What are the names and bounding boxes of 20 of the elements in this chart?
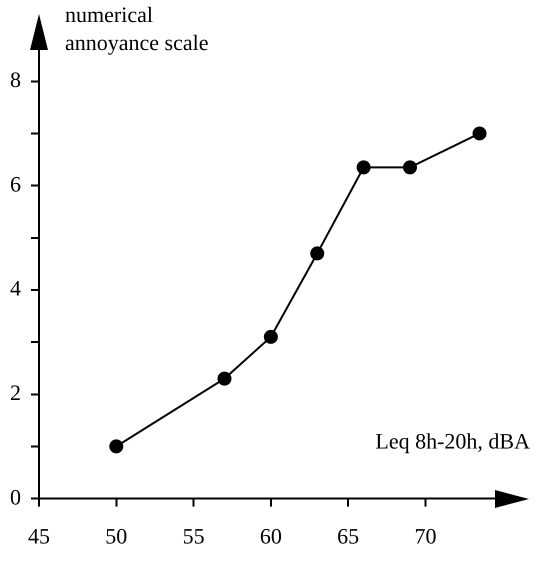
y-tick-label: 4 (10, 276, 21, 301)
x-tick-label: 45 (28, 524, 50, 549)
point (217, 372, 232, 386)
point (356, 160, 371, 174)
y-tick-label: 8 (10, 67, 21, 92)
y-tick-label: 2 (10, 380, 21, 406)
x-tick-label: 55 (182, 524, 205, 549)
x-tick-label: 65 (337, 524, 360, 549)
y-axis-title: numerical annoyance scale (65, 2, 209, 55)
x-axis-title: Leq 8h-20h, dBA (375, 428, 530, 454)
point (109, 439, 124, 454)
y-tick-label: 0 (10, 484, 21, 510)
x-tick-label: 60 (260, 524, 282, 549)
point (264, 330, 278, 344)
y-tick-label: 6 (10, 171, 21, 196)
point (402, 160, 417, 174)
x-tick-label: 50 (105, 524, 128, 549)
x-tick-label: 70 (414, 524, 436, 549)
point (310, 246, 324, 260)
point (472, 126, 487, 140)
